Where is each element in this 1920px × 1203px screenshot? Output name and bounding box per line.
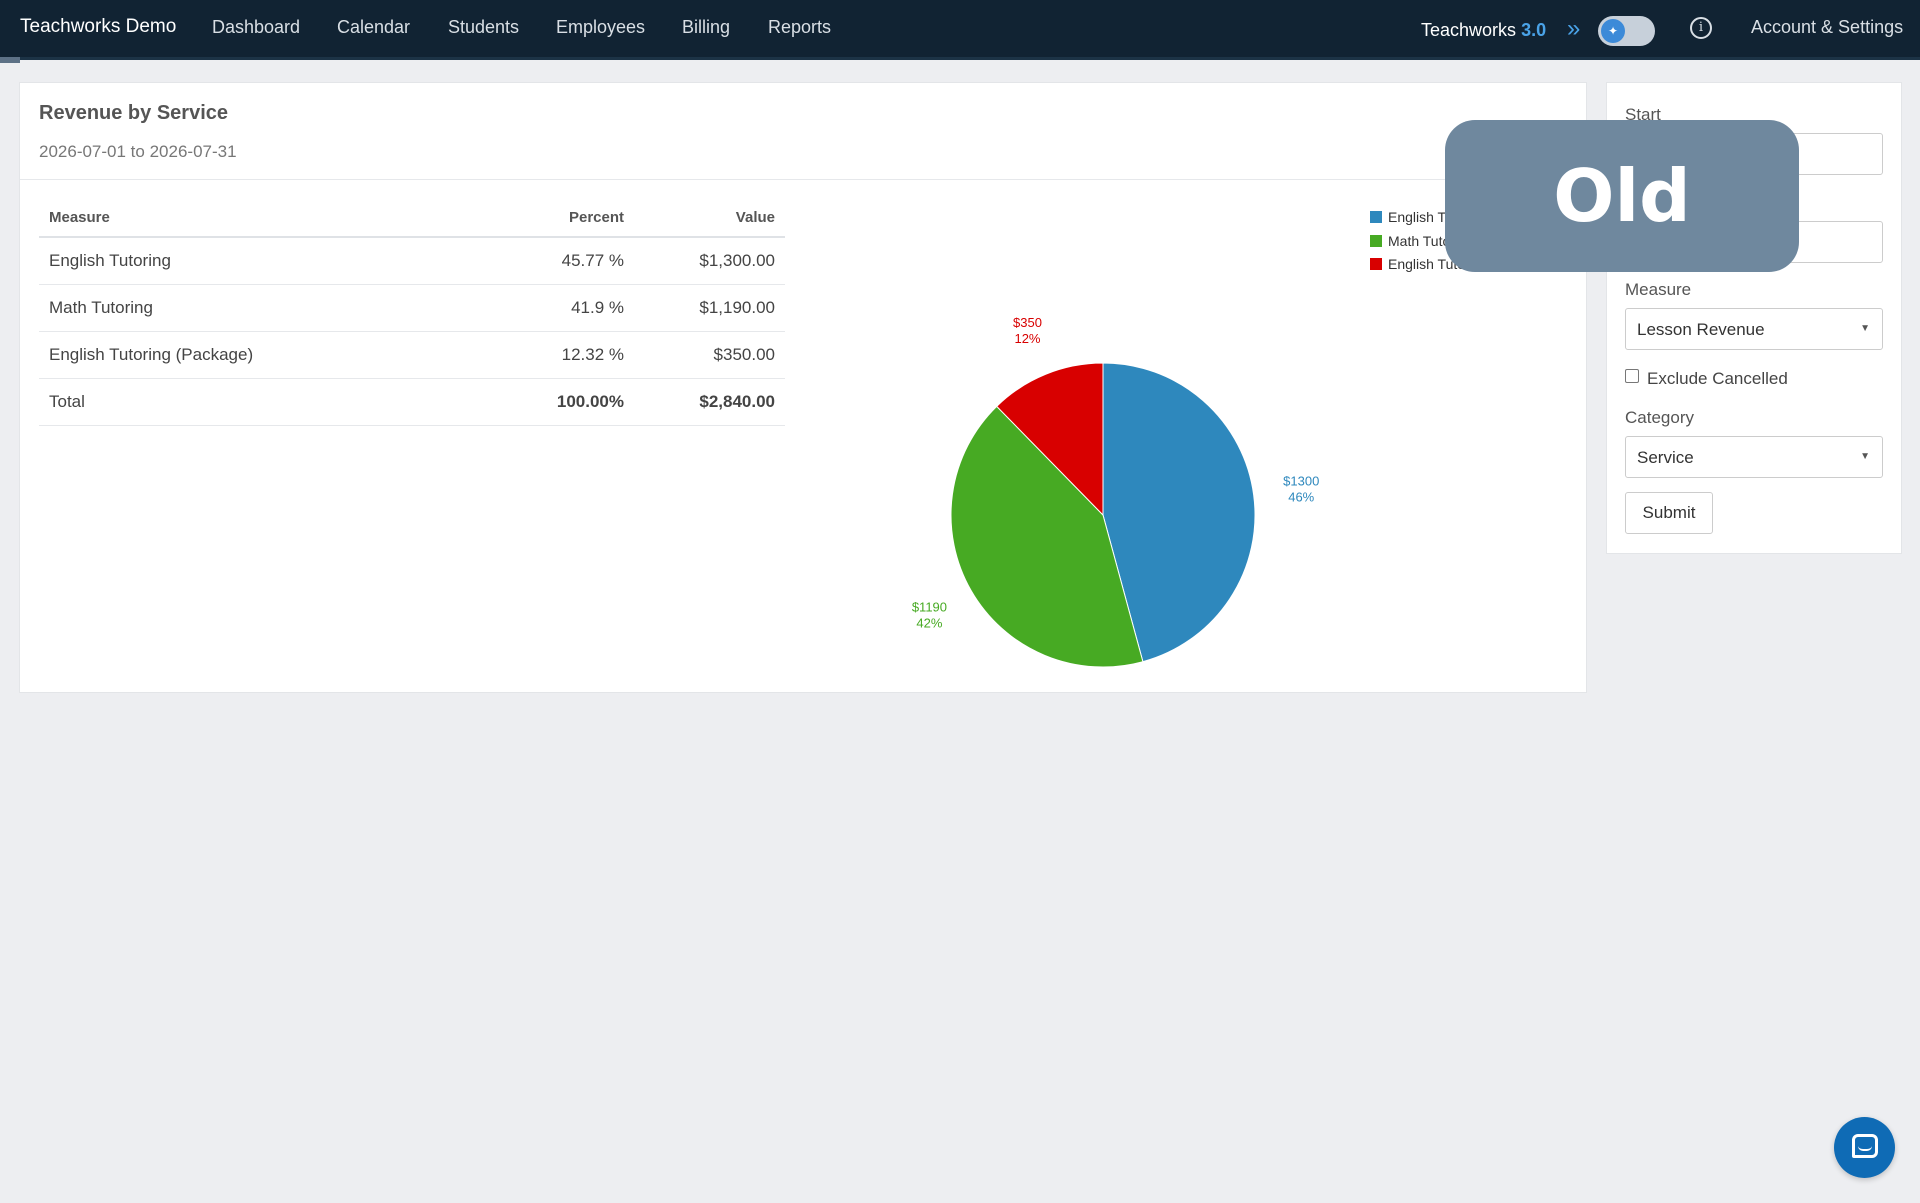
table-header-row: Measure Percent Value	[39, 199, 785, 238]
nav-calendar[interactable]: Calendar	[337, 17, 411, 37]
version-number: 3.0	[1521, 20, 1547, 40]
toggle-knob-icon: ✦	[1601, 19, 1625, 43]
cell-measure: Math Tutoring	[39, 284, 459, 332]
report-title: Revenue by Service	[39, 102, 228, 124]
revenue-table: Measure Percent Value English Tutoring 4…	[39, 199, 785, 426]
nav-employees[interactable]: Employees	[556, 17, 646, 37]
pie-percent-label: 12%	[1014, 331, 1040, 346]
table-row: Math Tutoring 41.9 % $1,190.00	[39, 284, 785, 332]
top-navbar: Teachworks Demo Dashboard Calendar Stude…	[0, 0, 1920, 63]
account-settings-link[interactable]: Account & Settings	[1751, 17, 1904, 37]
pie-slice-3[interactable]	[996, 362, 1104, 517]
pie-percent-label: 42%	[916, 615, 942, 630]
table-row: English Tutoring 45.77 % $1,300.00	[39, 237, 785, 285]
pie-value-label: $1190	[912, 599, 947, 614]
submit-button[interactable]: Submit	[1625, 492, 1713, 534]
version-label: Teachworks 3.0	[1421, 20, 1546, 41]
pie-slice-2[interactable]	[950, 405, 1144, 668]
pie-value-label: $350	[1013, 315, 1042, 330]
chat-launcher-button[interactable]	[1834, 1117, 1895, 1178]
nav-reports[interactable]: Reports	[768, 17, 832, 37]
col-percent: Percent	[459, 199, 634, 238]
cell-measure: English Tutoring (Package)	[39, 331, 459, 379]
cell-percent: 12.32 %	[459, 331, 634, 379]
category-select[interactable]: Service ▼	[1625, 436, 1883, 478]
category-label: Category	[1625, 408, 1694, 427]
report-date-range: 2026-07-01 to 2026-07-31	[39, 142, 237, 161]
version-toggle[interactable]: ✦	[1598, 16, 1655, 46]
total-label: Total	[39, 378, 459, 426]
version-name: Teachworks	[1421, 20, 1517, 40]
chat-bubble-icon	[1852, 1134, 1878, 1158]
measure-select[interactable]: Lesson Revenue ▼	[1625, 308, 1883, 350]
start-label: Start	[1625, 105, 1661, 124]
legend-swatch	[1370, 258, 1382, 270]
nav-billing[interactable]: Billing	[682, 17, 731, 37]
table-row: English Tutoring (Package) 12.32 % $350.…	[39, 331, 785, 379]
nav-accent-strip	[0, 57, 20, 63]
category-selected-value: Service	[1637, 448, 1694, 467]
report-panel: Revenue by Service 2026-07-01 to 2026-07…	[19, 82, 1587, 693]
measure-label: Measure	[1625, 280, 1692, 299]
col-measure: Measure	[39, 199, 459, 238]
table-total-row: Total 100.00% $2,840.00	[39, 378, 785, 426]
nav-students[interactable]: Students	[448, 17, 520, 37]
double-chevron-right-icon[interactable]: »	[1567, 15, 1581, 42]
nav-dashboard[interactable]: Dashboard	[212, 17, 301, 37]
measure-selected-value: Lesson Revenue	[1637, 320, 1765, 339]
info-icon[interactable]: i	[1690, 17, 1712, 39]
caret-down-icon: ▼	[1860, 323, 1870, 334]
legend-swatch	[1370, 211, 1382, 223]
exclude-cancelled-label[interactable]: Exclude Cancelled	[1647, 369, 1788, 388]
panel-divider	[20, 179, 1586, 180]
chat-smile-icon	[1858, 1146, 1872, 1151]
old-version-badge: Old	[1445, 120, 1799, 272]
cell-percent: 45.77 %	[459, 237, 634, 285]
caret-down-icon: ▼	[1860, 451, 1870, 462]
col-value: Value	[634, 199, 785, 238]
cell-percent: 41.9 %	[459, 284, 634, 332]
pie-slice-1[interactable]	[1102, 362, 1256, 663]
total-value: $2,840.00	[634, 378, 785, 426]
pie-percent-label: 46%	[1288, 490, 1314, 505]
cell-value: $350.00	[634, 331, 785, 379]
pie-value-label: $1300	[1283, 474, 1319, 489]
cell-measure: English Tutoring	[39, 237, 459, 285]
cell-value: $1,300.00	[634, 237, 785, 285]
brand-name[interactable]: Teachworks Demo	[20, 16, 177, 37]
exclude-cancelled-checkbox[interactable]	[1625, 369, 1639, 383]
cell-value: $1,190.00	[634, 284, 785, 332]
total-percent: 100.00%	[459, 378, 634, 426]
legend-swatch	[1370, 234, 1382, 247]
